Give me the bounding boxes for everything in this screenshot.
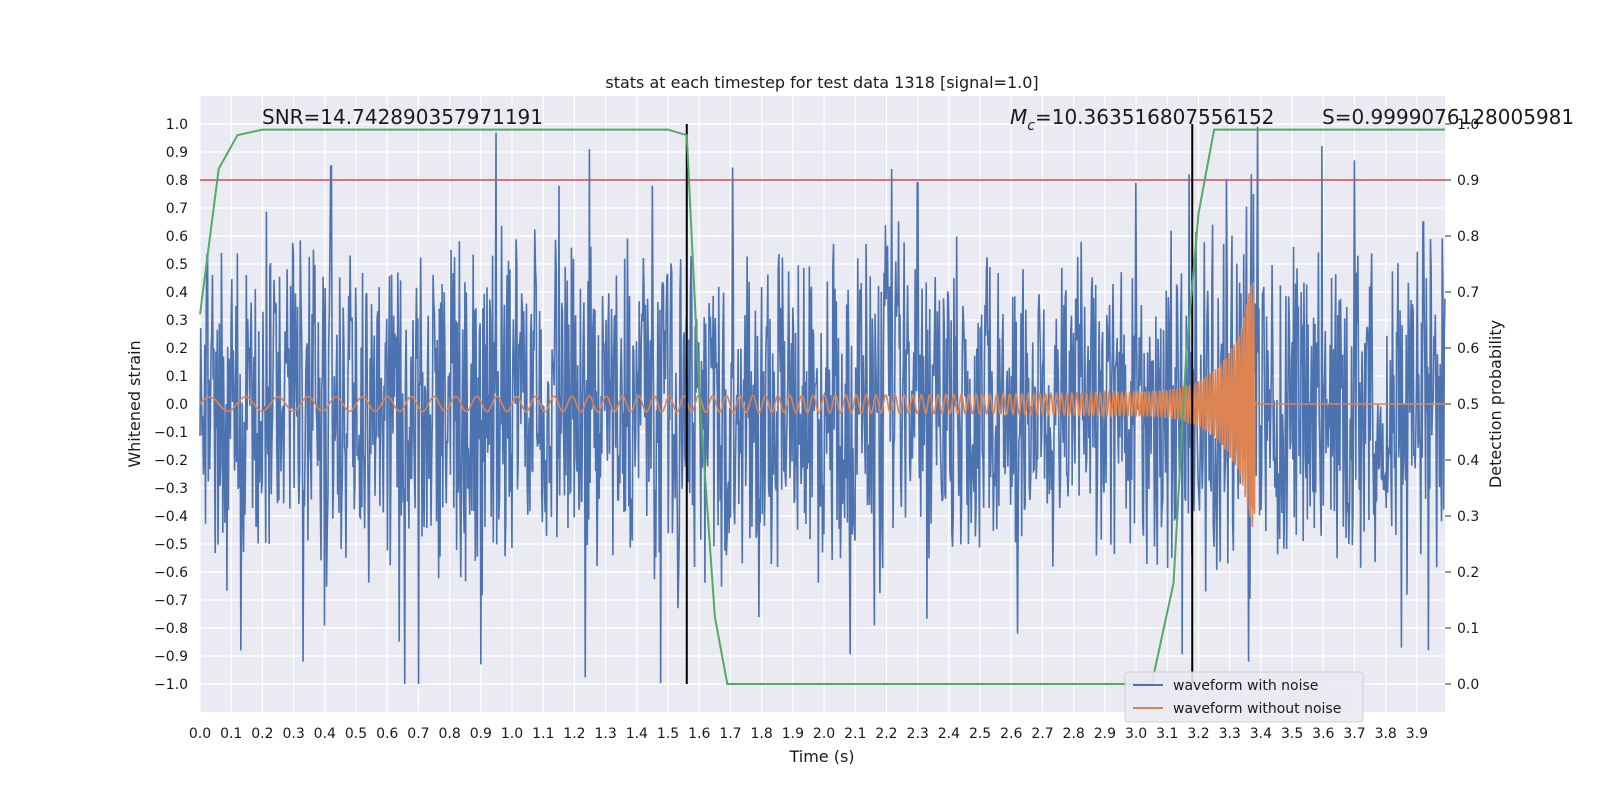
x-tick-label: 3.1 <box>1156 726 1178 742</box>
x-tick-label: 1.0 <box>501 726 523 742</box>
legend-label-clean: waveform without noise <box>1173 701 1341 717</box>
x-tick-label: 0.3 <box>282 726 304 742</box>
x-tick-label: 1.7 <box>719 726 741 742</box>
x-tick-label: 2.8 <box>1063 726 1085 742</box>
x-tick-label: 3.0 <box>1125 726 1147 742</box>
legend: waveform with noise waveform without noi… <box>1124 671 1364 723</box>
x-tick-label: 0.6 <box>376 726 398 742</box>
y2-tick-label: 0.0 <box>1457 677 1479 693</box>
y-tick-label: 1.0 <box>166 117 188 133</box>
y2-tick-label: 0.1 <box>1457 621 1479 637</box>
y-tick-label: −0.8 <box>154 621 188 637</box>
chart-title: stats at each timestep for test data 131… <box>605 73 1038 92</box>
y-tick-label: 0.3 <box>166 313 188 329</box>
x-tick-label: 0.1 <box>220 726 242 742</box>
y2-tick-label: 0.4 <box>1457 453 1479 469</box>
y-tick-label: 0.7 <box>166 201 188 217</box>
x-tick-label: 2.4 <box>938 726 960 742</box>
y2-axis-label: Detection probability <box>1486 320 1505 488</box>
x-tick-label: 3.9 <box>1406 726 1428 742</box>
x-tick-label: 0.0 <box>189 726 211 742</box>
y-tick-label: 0.0 <box>166 397 188 413</box>
x-tick-label: 3.7 <box>1343 726 1365 742</box>
x-tick-label: 1.2 <box>563 726 585 742</box>
x-tick-label: 2.1 <box>844 726 866 742</box>
overlay-layer <box>199 124 1445 685</box>
chirp-mass-symbol: M <box>1010 105 1027 129</box>
x-tick-label: 0.9 <box>470 726 492 742</box>
x-tick-label: 2.3 <box>907 726 929 742</box>
y2-tick-label: 0.8 <box>1457 229 1479 245</box>
y-tick-label: 0.5 <box>166 257 188 273</box>
snr-annotation: SNR=14.742890357971191 <box>262 105 543 129</box>
x-tick-label: 0.5 <box>345 726 367 742</box>
y-tick-label: −0.1 <box>154 425 188 441</box>
y2-tick-label: 1.0 <box>1457 117 1479 133</box>
x-tick-label: 3.4 <box>1250 726 1272 742</box>
chirp-mass-value: =10.363516807556152 <box>1035 105 1274 129</box>
chirp-mass-subscript: c <box>1027 118 1035 134</box>
y-axis-label: Whitened strain <box>125 340 144 467</box>
x-tick-label: 1.6 <box>688 726 710 742</box>
y2-tick-label: 0.2 <box>1457 565 1479 581</box>
x-tick-label: 1.1 <box>532 726 554 742</box>
y-tick-label: −1.0 <box>154 677 188 693</box>
y-tick-label: −0.6 <box>154 565 188 581</box>
x-axis-label: Time (s) <box>788 747 854 766</box>
x-tick-label: 2.0 <box>813 726 835 742</box>
y2-tick-label: 0.9 <box>1457 173 1479 189</box>
x-tick-label: 0.2 <box>251 726 273 742</box>
series-layer <box>199 126 1446 685</box>
x-tick-label: 3.5 <box>1281 726 1303 742</box>
y-tick-label: −0.7 <box>154 593 188 609</box>
x-tick-label: 0.8 <box>438 726 460 742</box>
x-tick-label: 1.5 <box>657 726 679 742</box>
x-tick-label: 3.8 <box>1375 726 1397 742</box>
x-tick-label: 1.3 <box>595 726 617 742</box>
legend-label-noise: waveform with noise <box>1173 678 1318 694</box>
x-tick-label: 1.4 <box>626 726 648 742</box>
x-tick-label: 1.9 <box>782 726 804 742</box>
y-tick-label: 0.2 <box>166 341 188 357</box>
x-tick-label: 2.9 <box>1094 726 1116 742</box>
waveform-without-noise-line <box>199 282 1445 527</box>
y-tick-label: 0.9 <box>166 145 188 161</box>
tick-labels: 0.0 0.1 0.2 0.3 0.4 0.5 0.6 0.7 0.8 0.9 1.0 1.1 1.2 1… <box>154 117 1479 742</box>
y-tick-label: −0.4 <box>154 509 188 525</box>
y-tick-label: −0.2 <box>154 453 188 469</box>
s-annotation: S=0.9999076128005981 <box>1322 105 1574 129</box>
y2-tick-label: 0.3 <box>1457 509 1479 525</box>
y-tick-label: −0.3 <box>154 481 188 497</box>
x-tick-label: 3.6 <box>1312 726 1334 742</box>
detection-probability-line <box>199 128 1445 685</box>
chirp-mass-annotation: Mc=10.363516807556152 <box>1010 105 1274 134</box>
x-tick-label: 0.4 <box>314 726 336 742</box>
x-tick-label: 3.2 <box>1187 726 1209 742</box>
y-tick-label: 0.6 <box>166 229 188 245</box>
y2-tick-label: 0.6 <box>1457 341 1479 357</box>
x-tick-label: 2.2 <box>875 726 897 742</box>
y2-tick-label: 0.5 <box>1457 397 1479 413</box>
y-tick-label: −0.5 <box>154 537 188 553</box>
y-tick-label: 0.1 <box>166 369 188 385</box>
x-tick-label: 3.3 <box>1219 726 1241 742</box>
y2-tick-label: 0.7 <box>1457 285 1479 301</box>
y-tick-label: 0.4 <box>166 285 188 301</box>
x-tick-label: 2.6 <box>1000 726 1022 742</box>
x-tick-label: 0.7 <box>407 726 429 742</box>
x-tick-label: 1.8 <box>751 726 773 742</box>
y-tick-label: 0.8 <box>166 173 188 189</box>
legend-box <box>1124 671 1364 723</box>
x-tick-label: 2.7 <box>1031 726 1053 742</box>
x-tick-label: 2.5 <box>969 726 991 742</box>
y-tick-label: −0.9 <box>154 649 188 665</box>
